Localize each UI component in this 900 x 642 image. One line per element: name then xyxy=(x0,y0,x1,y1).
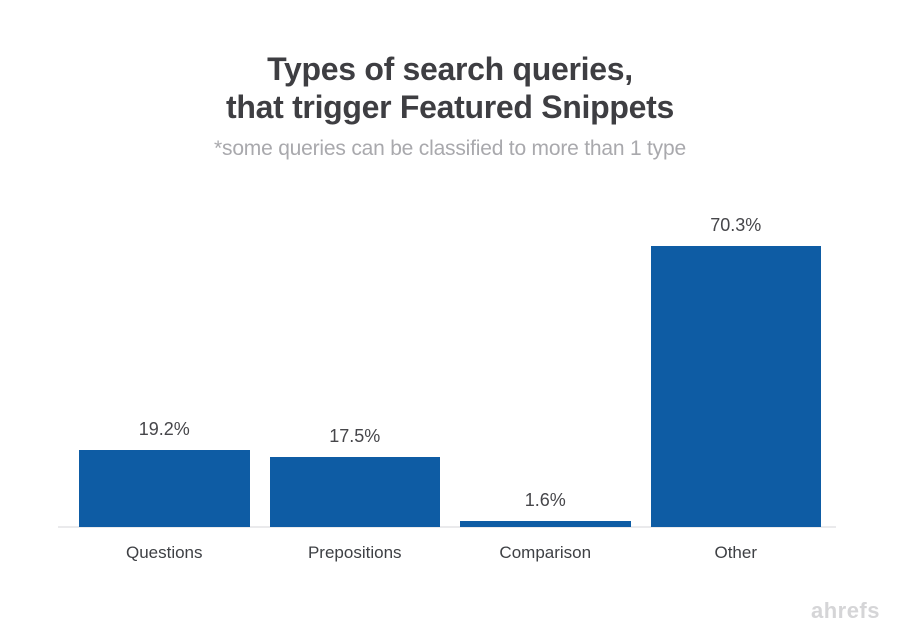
category-label-prepositions: Prepositions xyxy=(307,543,402,562)
bar-group-questions: 19.2% Questions xyxy=(79,140,250,562)
chart-header: Types of search queries, that trigger Fe… xyxy=(0,50,900,161)
bar-comparison xyxy=(460,520,631,527)
chart-title-line-2: that trigger Featured Snippets xyxy=(226,89,674,125)
bar-value-label-prepositions: 17.5% xyxy=(329,426,381,446)
bar-prepositions xyxy=(269,457,440,527)
bar-group-comparison: 1.6% Comparison xyxy=(460,140,631,562)
ahrefs-watermark: ahrefs xyxy=(810,598,880,623)
bar-value-label-questions: 19.2% xyxy=(138,419,190,440)
bar-questions xyxy=(79,450,250,527)
chart-title-line-1: Types of search queries, xyxy=(267,51,633,87)
x-axis-line xyxy=(58,526,836,528)
category-label-other: Other xyxy=(714,543,758,562)
bar-group-other: 70.3% Other xyxy=(650,140,821,562)
bar-chart: 19.2% Questions 17.5% Prepositions 1.6% Compa… xyxy=(58,140,836,562)
bar-value-label-other: 70.3% xyxy=(710,214,762,235)
bar-value-label-comparison: 1.6% xyxy=(524,489,566,510)
category-label-comparison: Comparison xyxy=(499,543,592,562)
chart-subtitle: *some queries can be classified to more … xyxy=(214,137,686,160)
bar-group-prepositions: 17.5% Prepositions xyxy=(269,140,440,562)
bar-other xyxy=(650,245,821,527)
category-label-questions: Questions xyxy=(125,543,203,562)
